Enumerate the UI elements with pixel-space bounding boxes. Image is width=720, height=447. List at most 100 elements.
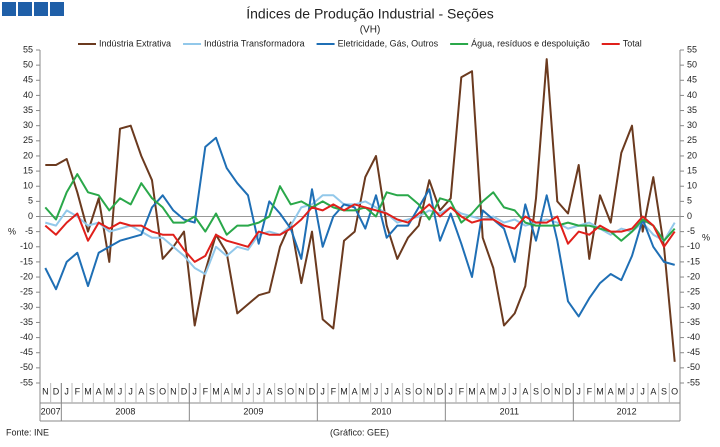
y2-tick-label: -50 xyxy=(687,362,700,372)
x-tick-label: N xyxy=(298,386,305,396)
y2-tick-label: 50 xyxy=(687,60,697,70)
y-tick-label: 35 xyxy=(23,105,33,115)
y2-tick-label: 0 xyxy=(687,211,692,221)
x-tick-label: S xyxy=(405,386,411,396)
y2-tick-label: -15 xyxy=(687,256,700,266)
x-tick-label: M xyxy=(362,386,370,396)
y-tick-label: 50 xyxy=(23,60,33,70)
y2-tick-label: -5 xyxy=(687,226,695,236)
y-tick-label: 15 xyxy=(23,165,33,175)
y2-tick-label: -20 xyxy=(687,271,700,281)
y2-tick-label: 55 xyxy=(687,44,697,54)
x-tick-label: J xyxy=(320,386,325,396)
y2-tick-label: -35 xyxy=(687,317,700,327)
x-tick-label: M xyxy=(84,386,92,396)
y2-tick-label: 40 xyxy=(687,90,697,100)
chart-title: Índices de Produção Industrial - Seções xyxy=(246,6,493,22)
legend-label: Eletricidade, Gás, Outros xyxy=(338,38,439,48)
source: Fonte: INE xyxy=(6,427,49,437)
x-tick-label: J xyxy=(64,386,69,396)
y-tick-label: -45 xyxy=(20,347,33,357)
y-tick-label: 5 xyxy=(28,196,33,206)
x-tick-label: M xyxy=(596,386,604,396)
x-tick-label: S xyxy=(533,386,539,396)
x-tick-label: J xyxy=(384,386,389,396)
y-tick-label: -35 xyxy=(20,317,33,327)
x-tick-label: J xyxy=(512,386,517,396)
x-tick-label: M xyxy=(618,386,626,396)
x-tick-label: O xyxy=(543,386,550,396)
year-label: 2007 xyxy=(41,406,61,416)
x-tick-label: M xyxy=(212,386,220,396)
y2-tick-label: 25 xyxy=(687,135,697,145)
x-tick-label: O xyxy=(415,386,422,396)
x-tick-label: J xyxy=(128,386,133,396)
y2-axis-label: % xyxy=(702,232,710,242)
x-tick-label: N xyxy=(554,386,561,396)
legend-label: Total xyxy=(623,38,642,48)
y-tick-label: 55 xyxy=(23,44,33,54)
y-tick-label: 45 xyxy=(23,75,33,85)
x-tick-label: O xyxy=(159,386,166,396)
x-tick-label: F xyxy=(587,386,593,396)
series-line xyxy=(45,58,676,362)
x-tick-label: A xyxy=(394,386,400,396)
x-tick-label: O xyxy=(287,386,294,396)
x-tick-label: D xyxy=(565,386,572,396)
x-tick-label: J xyxy=(192,386,197,396)
x-tick-label: D xyxy=(181,386,188,396)
credit: (Gráfico: GEE) xyxy=(330,427,389,437)
y-tick-label: 40 xyxy=(23,90,33,100)
x-tick-label: A xyxy=(608,386,614,396)
y-tick-label: -40 xyxy=(20,332,33,342)
y-tick-label: 25 xyxy=(23,135,33,145)
y2-tick-label: -25 xyxy=(687,287,700,297)
y-tick-label: 20 xyxy=(23,150,33,160)
x-tick-label: J xyxy=(448,386,453,396)
x-tick-label: A xyxy=(650,386,656,396)
x-tick-label: A xyxy=(266,386,272,396)
logo xyxy=(2,2,64,16)
x-tick-label: O xyxy=(671,386,678,396)
x-tick-label: M xyxy=(468,386,476,396)
x-tick-label: J xyxy=(374,386,379,396)
series-line xyxy=(44,136,675,318)
x-tick-label: J xyxy=(640,386,645,396)
y-tick-label: -55 xyxy=(20,377,33,387)
x-tick-label: A xyxy=(224,386,230,396)
y2-tick-label: -45 xyxy=(687,347,700,357)
chart-subtitle: (VH) xyxy=(360,25,381,36)
y-tick-label: 10 xyxy=(23,181,33,191)
x-tick-label: A xyxy=(138,386,144,396)
x-tick-label: F xyxy=(75,386,81,396)
series-line xyxy=(44,173,676,242)
y2-tick-label: 20 xyxy=(687,150,697,160)
y-tick-label: -10 xyxy=(20,241,33,251)
y2-tick-label: -10 xyxy=(687,241,700,251)
year-label: 2008 xyxy=(115,406,135,416)
x-tick-label: J xyxy=(256,386,261,396)
x-tick-label: A xyxy=(352,386,358,396)
x-tick-label: S xyxy=(277,386,283,396)
legend-label: Água, resíduos e despoluição xyxy=(471,38,590,48)
x-tick-label: F xyxy=(331,386,337,396)
x-tick-label: N xyxy=(42,386,49,396)
x-tick-label: S xyxy=(661,386,667,396)
x-tick-label: F xyxy=(459,386,465,396)
x-tick-label: M xyxy=(234,386,242,396)
series-line xyxy=(45,194,676,275)
x-tick-label: N xyxy=(426,386,433,396)
series-line xyxy=(44,203,676,263)
x-tick-label: F xyxy=(203,386,209,396)
x-tick-label: A xyxy=(96,386,102,396)
year-label: 2009 xyxy=(243,406,263,416)
legend-label: Indústria Extrativa xyxy=(99,38,171,48)
y-axis-label: % xyxy=(8,226,16,236)
year-label: 2011 xyxy=(500,406,519,416)
x-tick-label: D xyxy=(309,386,316,396)
y2-tick-label: 45 xyxy=(687,75,697,85)
x-tick-label: M xyxy=(106,386,114,396)
x-tick-label: D xyxy=(437,386,444,396)
y-tick-label: -30 xyxy=(20,302,33,312)
y-tick-label: -5 xyxy=(25,226,33,236)
